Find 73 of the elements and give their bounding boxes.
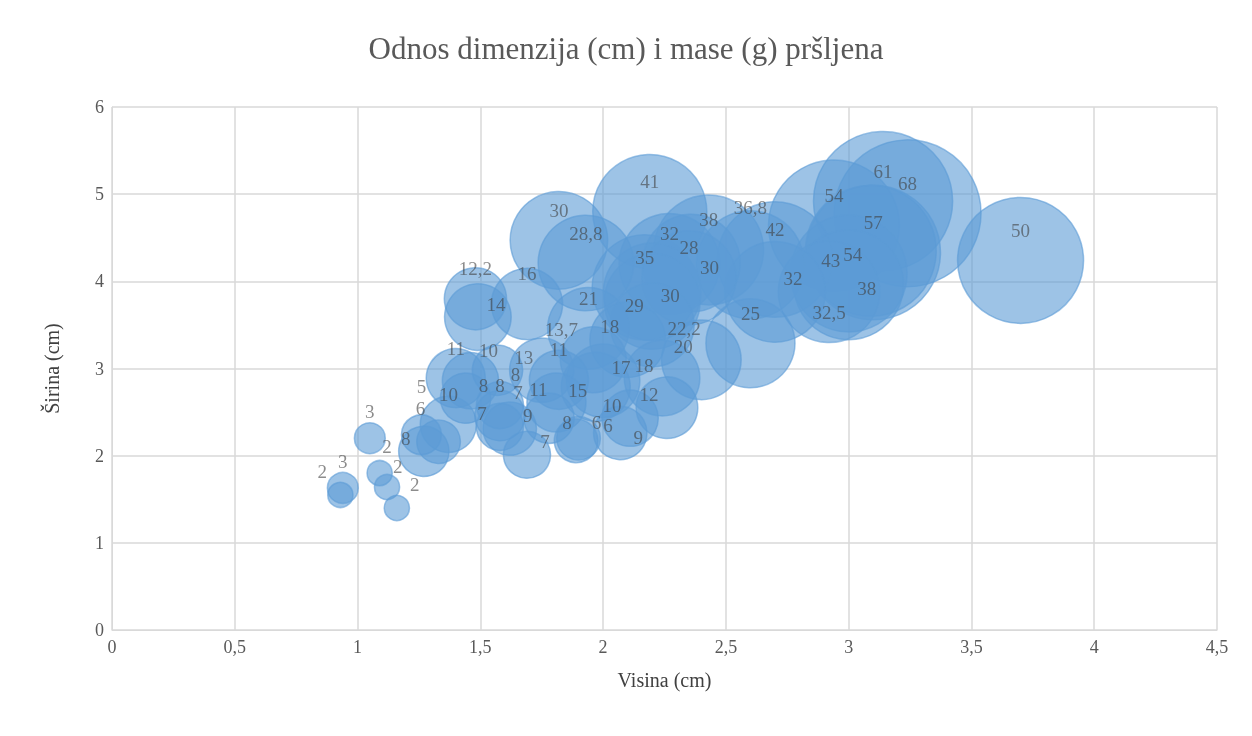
data-label: 30 [549, 199, 569, 221]
y-tick-label: 4 [95, 271, 104, 292]
data-label: 2 [382, 435, 392, 457]
data-label: 7 [540, 431, 550, 453]
data-label: 30 [660, 285, 680, 307]
data-label: 14 [486, 293, 506, 315]
data-label: 2 [317, 460, 328, 482]
data-label: 12 [639, 384, 659, 406]
y-tick-label: 5 [95, 184, 104, 205]
x-tick-label: 4,5 [1205, 637, 1229, 657]
data-label: 54 [824, 185, 844, 207]
x-axis-title: Visina (cm) [617, 669, 712, 692]
data-label: 54 [843, 244, 863, 266]
data-label: 11 [529, 378, 548, 400]
y-tick-label: 0 [95, 620, 104, 640]
data-label: 17 [611, 357, 631, 379]
y-tick-label: 3 [95, 358, 104, 379]
x-tick-label: 1,5 [469, 637, 492, 657]
data-label: 57 [863, 212, 883, 234]
data-label: 50 [1011, 219, 1031, 241]
data-label: 11 [549, 339, 569, 361]
data-label: 42 [765, 219, 785, 241]
data-label: 2 [392, 456, 403, 477]
data-label: 21 [578, 287, 598, 309]
data-label: 3 [365, 401, 375, 423]
x-tick-label: 0,5 [223, 637, 247, 657]
x-tick-label: 1 [353, 637, 363, 657]
data-label: 32 [783, 268, 803, 290]
data-label: 38 [857, 278, 877, 300]
data-label: 43 [821, 249, 841, 271]
data-label: 6 [603, 414, 613, 436]
data-label: 10 [438, 383, 458, 405]
data-label: 13,7 [544, 319, 578, 341]
data-label: 30 [700, 256, 720, 278]
data-label: 36,8 [733, 197, 768, 219]
data-label: 3 [338, 450, 348, 472]
y-tick-label: 1 [95, 532, 104, 553]
data-label: 35 [635, 246, 655, 268]
data-label: 25 [740, 302, 760, 324]
x-tick-label: 3,5 [960, 637, 983, 657]
data-label: 8 [478, 374, 489, 396]
data-label: 61 [873, 160, 893, 182]
y-axis-title: Širina (cm) [40, 323, 64, 414]
data-label: 41 [640, 171, 660, 193]
x-tick-label: 2 [598, 637, 608, 657]
data-label: 6 [591, 411, 602, 433]
data-label: 8 [495, 375, 505, 397]
x-tick-label: 4 [1089, 637, 1099, 657]
y-tick-label: 2 [95, 445, 104, 466]
data-label: 68 [898, 172, 918, 194]
data-label: 28,8 [569, 222, 603, 244]
data-label: 18 [634, 354, 654, 376]
data-label: 16 [517, 263, 537, 285]
x-tick-label: 3 [844, 637, 854, 657]
chart-title: Odnos dimenzija (cm) i mase (g) pršljena [368, 31, 884, 66]
data-label: 2 [410, 473, 420, 495]
data-label: 18 [600, 316, 620, 338]
data-label: 29 [624, 294, 644, 316]
data-label: 32 [659, 223, 679, 245]
data-label: 10 [602, 394, 622, 416]
data-label: 7 [477, 403, 487, 425]
data-label: 32,5 [812, 302, 846, 324]
data-label: 9 [633, 426, 644, 448]
data-label: 8 [562, 411, 572, 433]
data-label: 5 [416, 376, 427, 398]
data-label: 28 [679, 237, 699, 259]
y-tick-label: 6 [95, 97, 104, 117]
data-label: 9 [523, 405, 533, 427]
data-label: 8 [401, 427, 411, 449]
x-tick-label: 2,5 [714, 637, 738, 657]
data-label: 15 [568, 380, 588, 402]
data-label: 10 [479, 340, 499, 362]
data-label: 38 [699, 209, 719, 231]
